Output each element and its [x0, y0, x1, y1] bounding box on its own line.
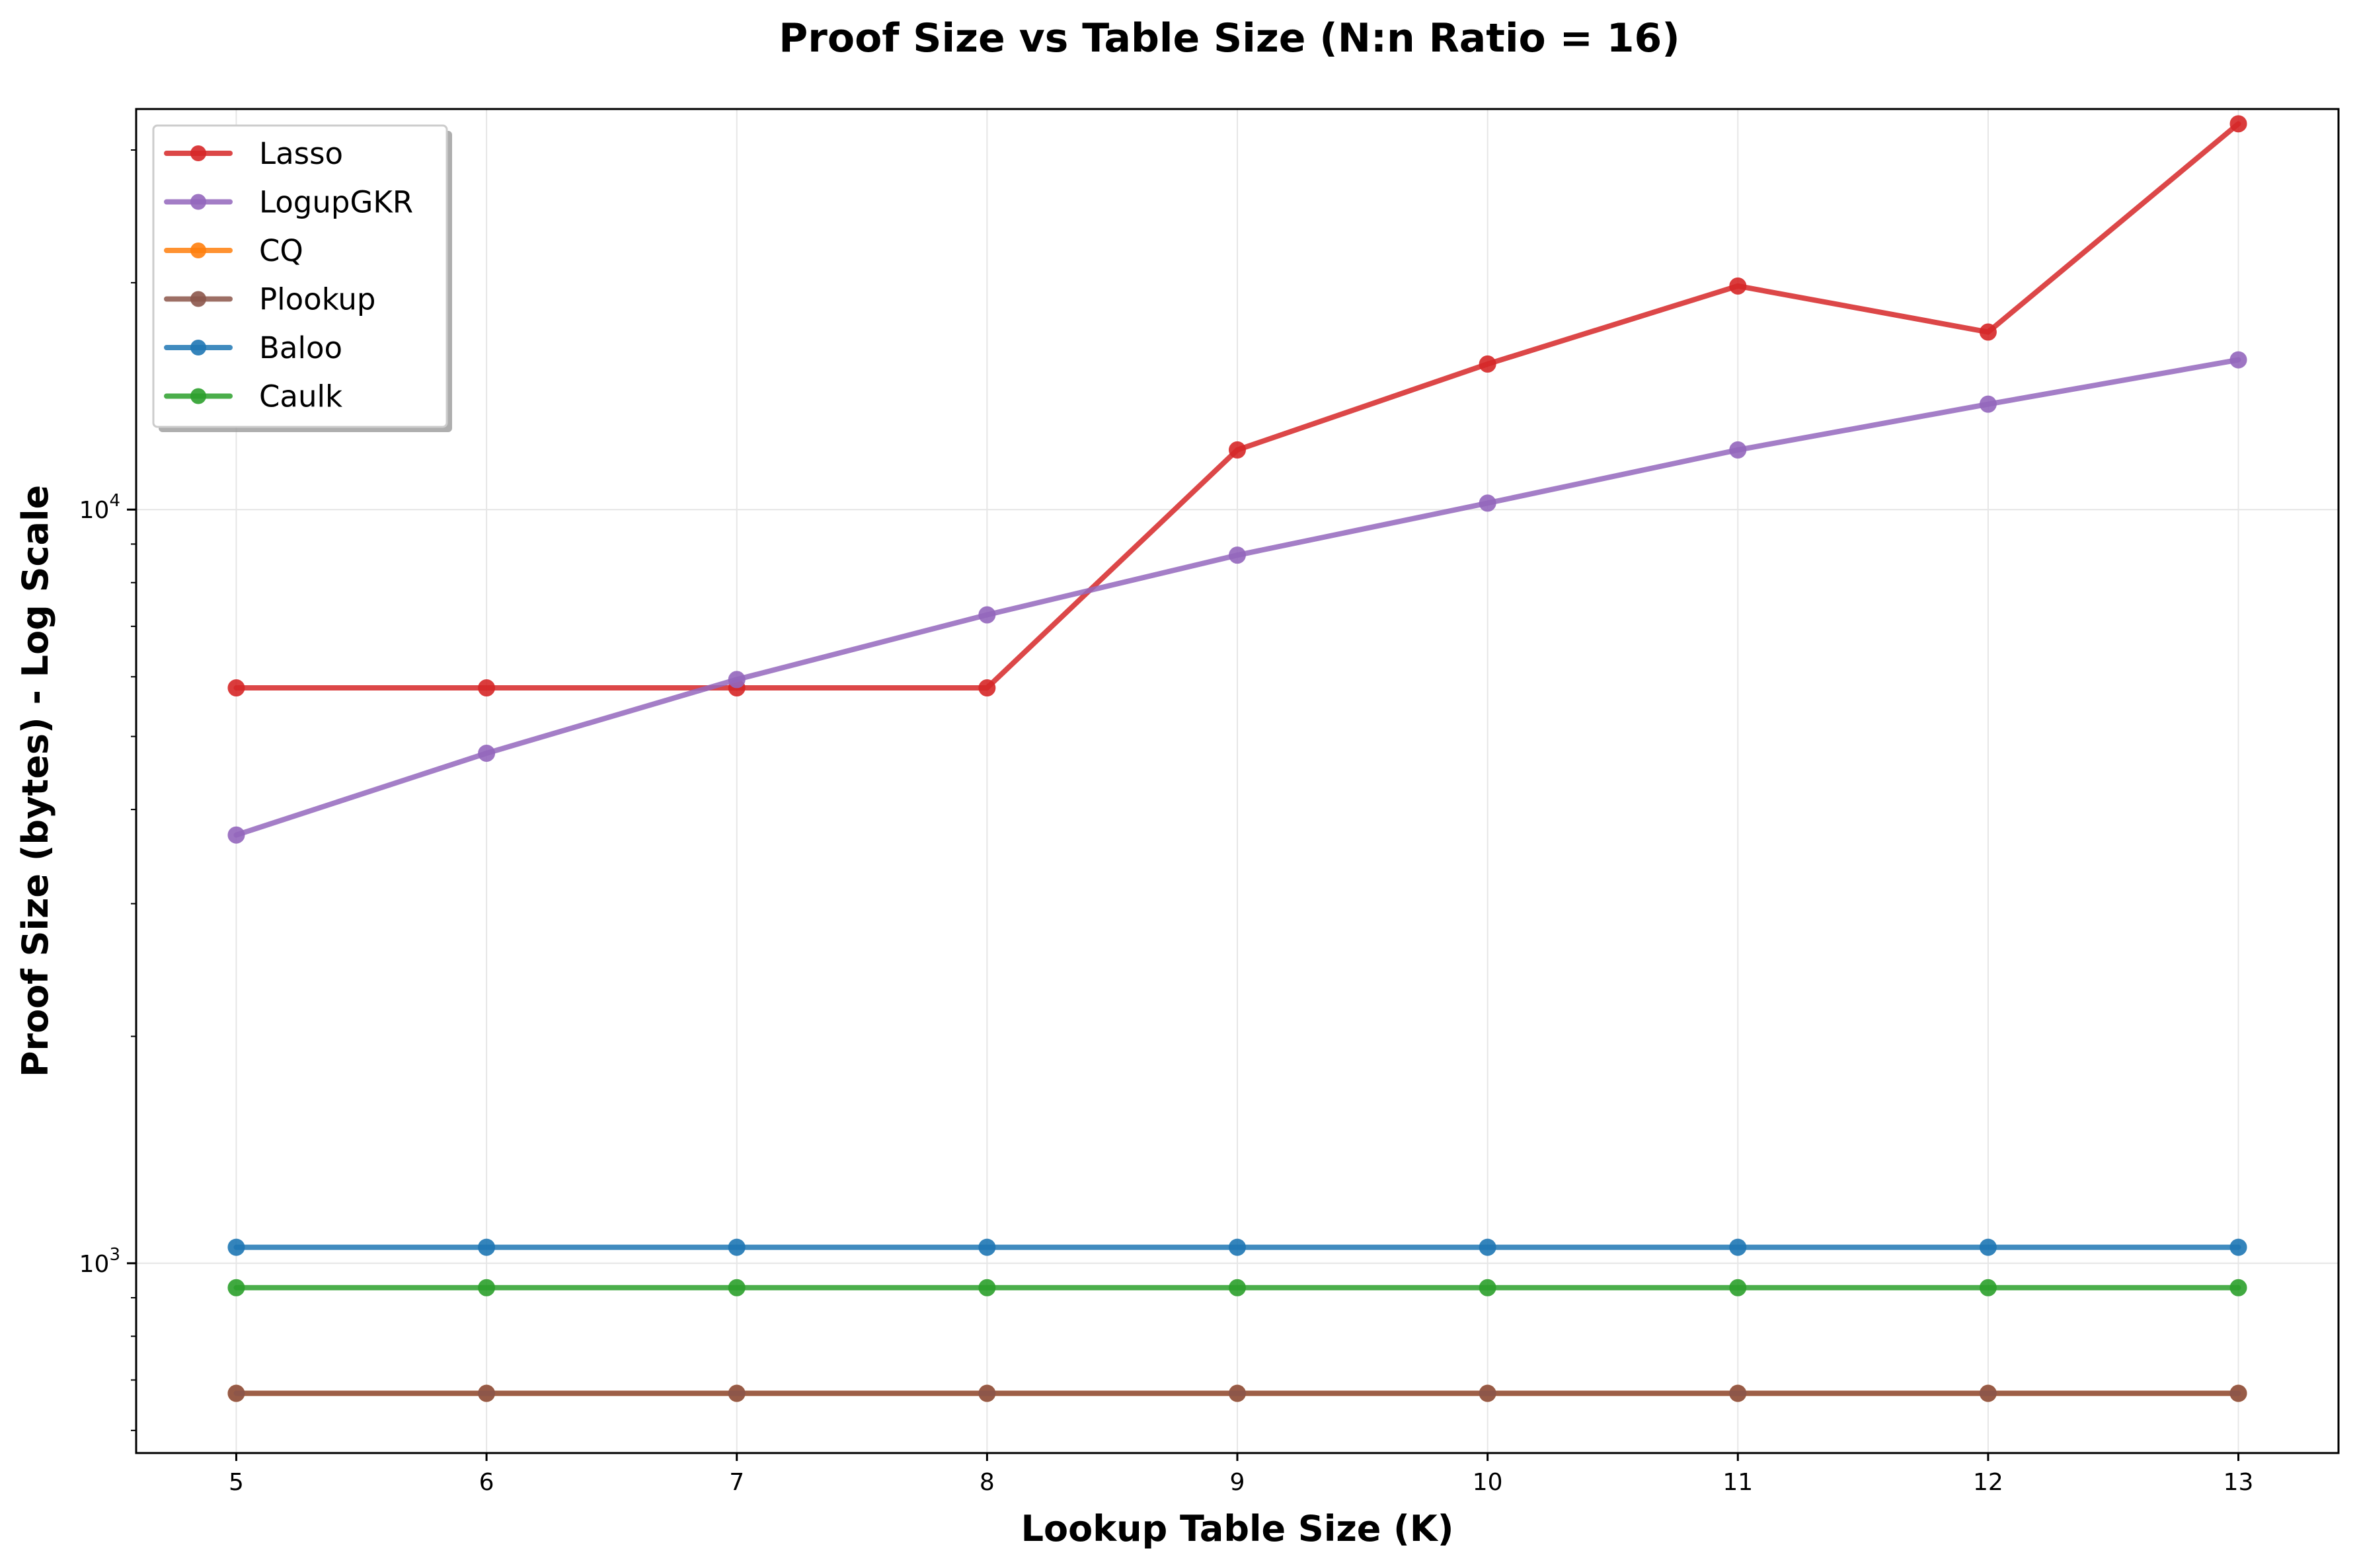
- data-point-caulk: [478, 1279, 496, 1296]
- x-axis-label: Lookup Table Size (K): [1021, 1508, 1454, 1549]
- data-point-logupgkr: [728, 671, 746, 689]
- data-point-baloo: [227, 1238, 245, 1256]
- legend-label: Plookup: [259, 282, 375, 317]
- x-tick-label: 13: [2223, 1469, 2254, 1496]
- data-point-caulk: [1979, 1279, 1997, 1296]
- data-point-plookup: [1729, 1384, 1747, 1402]
- data-point-caulk: [227, 1279, 245, 1296]
- y-tick-base: 10: [79, 1251, 110, 1278]
- data-point-plookup: [978, 1384, 996, 1402]
- legend-label: LogupGKR: [259, 185, 413, 220]
- legend: Lasso LogupGKR CQ Plookup Baloo Caulk: [152, 124, 452, 432]
- legend-swatch-marker: [190, 291, 206, 307]
- x-axis-ticks: 5 6 7 8 9 10 11 12 13: [229, 1453, 2253, 1496]
- data-point-lasso: [2229, 115, 2247, 133]
- y-tick-label: 104: [79, 491, 120, 524]
- x-tick-label: 9: [1230, 1469, 1245, 1496]
- data-point-baloo: [1729, 1238, 1747, 1256]
- data-point-plookup: [2229, 1384, 2247, 1402]
- legend-swatch-marker: [190, 340, 206, 355]
- legend-swatch-marker: [190, 388, 206, 404]
- x-tick-label: 10: [1473, 1469, 1503, 1496]
- legend-swatch-marker: [190, 194, 206, 210]
- x-tick-label: 8: [980, 1469, 995, 1496]
- data-point-baloo: [1979, 1238, 1997, 1256]
- legend-swatch-marker: [190, 243, 206, 258]
- data-point-baloo: [978, 1238, 996, 1256]
- data-point-plookup: [1229, 1384, 1246, 1402]
- data-point-plookup: [1479, 1384, 1496, 1402]
- chart-title: Proof Size vs Table Size (N:n Ratio = 16…: [779, 15, 1680, 61]
- data-point-caulk: [1479, 1279, 1496, 1296]
- x-tick-label: 6: [479, 1469, 494, 1496]
- plot-series: [227, 115, 2247, 1402]
- data-point-plookup: [478, 1384, 496, 1402]
- data-point-baloo: [478, 1238, 496, 1256]
- data-point-caulk: [728, 1279, 746, 1296]
- y-tick-label: 103: [79, 1245, 120, 1278]
- data-point-baloo: [728, 1238, 746, 1256]
- data-point-logupgkr: [1979, 395, 1997, 413]
- data-point-lasso: [1229, 441, 1246, 459]
- data-point-plookup: [1979, 1384, 1997, 1402]
- data-point-plookup: [728, 1384, 746, 1402]
- data-point-logupgkr: [2229, 351, 2247, 369]
- data-point-baloo: [1229, 1238, 1246, 1256]
- data-point-lasso: [227, 679, 245, 697]
- x-tick-label: 12: [1973, 1469, 2003, 1496]
- y-tick-exponent: 3: [109, 1245, 120, 1265]
- data-point-logupgkr: [1479, 494, 1496, 512]
- legend-label: Baloo: [259, 330, 342, 365]
- x-tick-label: 5: [229, 1469, 244, 1496]
- data-point-baloo: [2229, 1238, 2247, 1256]
- data-point-logupgkr: [1229, 546, 1246, 564]
- data-point-caulk: [1729, 1279, 1747, 1296]
- data-point-plookup: [227, 1384, 245, 1402]
- legend-label: CQ: [259, 233, 303, 268]
- legend-label: Caulk: [259, 379, 342, 414]
- x-tick-label: 11: [1722, 1469, 1753, 1496]
- data-point-lasso: [1729, 277, 1747, 295]
- data-point-lasso: [1979, 323, 1997, 341]
- legend-label: Lasso: [259, 136, 343, 171]
- data-point-logupgkr: [227, 826, 245, 844]
- data-point-lasso: [978, 679, 996, 697]
- data-point-lasso: [1479, 355, 1496, 373]
- data-point-caulk: [978, 1279, 996, 1296]
- data-point-caulk: [1229, 1279, 1246, 1296]
- data-point-baloo: [1479, 1238, 1496, 1256]
- y-tick-base: 10: [79, 497, 110, 524]
- y-axis-label: Proof Size (bytes) - Log Scale: [15, 485, 56, 1077]
- y-tick-exponent: 4: [109, 491, 120, 511]
- data-point-logupgkr: [1729, 441, 1747, 459]
- data-point-logupgkr: [978, 606, 996, 624]
- legend-swatch-marker: [190, 145, 206, 161]
- data-point-logupgkr: [478, 744, 496, 762]
- x-tick-label: 7: [729, 1469, 744, 1496]
- data-point-lasso: [478, 679, 496, 697]
- data-point-caulk: [2229, 1279, 2247, 1296]
